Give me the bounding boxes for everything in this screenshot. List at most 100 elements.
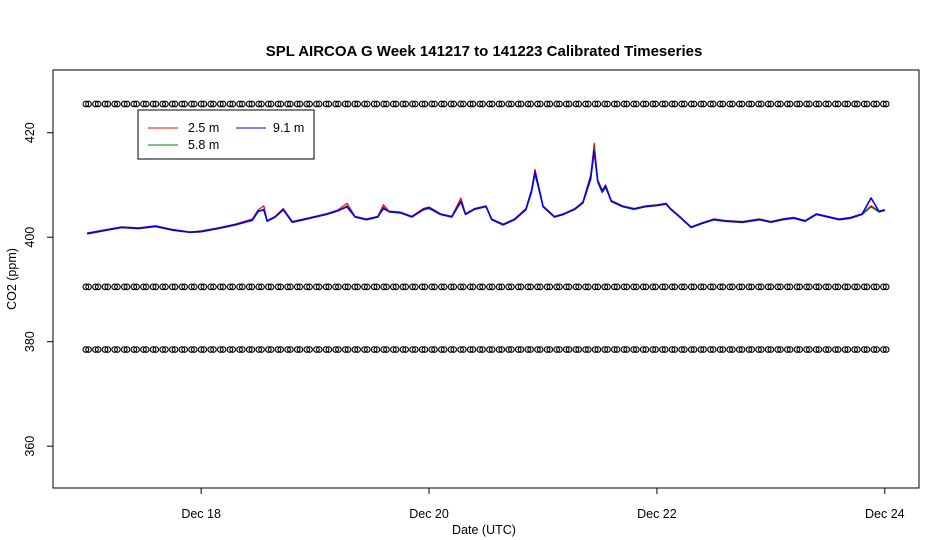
calibration-marker: [313, 100, 320, 108]
calibration-marker: [488, 283, 496, 291]
calibration-marker: [370, 346, 378, 353]
calibration-marker: [565, 346, 573, 353]
calibration-marker: [133, 283, 140, 291]
calibration-marker: [392, 283, 400, 291]
calibration-marker: [707, 346, 714, 353]
calibration-marker: [219, 283, 227, 291]
calibration-marker: [719, 346, 727, 353]
calibration-marker: [104, 346, 112, 353]
calibration-marker: [556, 346, 563, 353]
calibration-marker: [880, 283, 887, 291]
calibration-marker: [133, 346, 140, 353]
calibration-marker: [296, 100, 304, 108]
calibration-marker: [217, 100, 224, 108]
calibration-marker: [303, 100, 311, 108]
calibration-marker: [870, 346, 878, 353]
legend-label-2-5m: 2.5 m: [188, 121, 219, 135]
calibration-marker: [498, 283, 506, 291]
calibration-marker: [171, 100, 179, 108]
calibration-marker: [632, 100, 640, 108]
calibration-marker: [553, 100, 561, 108]
calibration-marker: [815, 346, 823, 353]
calibration-marker: [774, 346, 782, 353]
calibration-marker: [142, 100, 150, 108]
calibration-marker: [171, 283, 179, 291]
calibration-marker: [380, 283, 388, 291]
calibration-marker: [534, 100, 541, 108]
calibration-marker: [767, 100, 775, 108]
legend-label-5-8m: 5.8 m: [188, 138, 219, 152]
calibration-marker: [508, 283, 515, 291]
calibration-marker: [457, 283, 464, 291]
calibration-marker: [668, 346, 676, 353]
calibration-marker: [745, 346, 753, 353]
calibration-marker: [659, 346, 666, 353]
calibration-marker: [709, 283, 717, 291]
calibration-marker: [238, 283, 246, 291]
calibration-marker: [447, 346, 455, 353]
calibration-marker: [498, 100, 506, 108]
calibration-marker: [361, 346, 368, 353]
calibration-marker: [671, 346, 679, 353]
calibration-marker: [363, 100, 371, 108]
calibration-marker: [671, 100, 679, 108]
calibration-marker: [315, 346, 323, 353]
calibration-marker: [719, 100, 727, 108]
calibration-marker: [325, 283, 333, 291]
calibration-marker: [777, 283, 784, 291]
calibration-marker: [873, 100, 880, 108]
calibration-marker: [572, 100, 580, 108]
calibration-marker: [94, 346, 102, 353]
calibration-marker: [632, 346, 640, 353]
calibration-marker: [392, 346, 400, 353]
calibration-marker: [834, 346, 842, 353]
calibration-marker: [777, 100, 784, 108]
y-tick-label: 360: [23, 436, 37, 457]
calibration-marker: [92, 283, 99, 291]
calibration-marker: [466, 100, 474, 108]
calibration-marker: [649, 346, 657, 353]
calibration-marker: [344, 346, 352, 353]
calibration-marker: [245, 346, 253, 353]
calibration-marker: [681, 100, 688, 108]
calibration-marker: [735, 346, 743, 353]
calibration-marker: [659, 283, 666, 291]
calibration-marker: [659, 100, 666, 108]
calibration-marker: [207, 346, 215, 353]
calibration-marker: [82, 346, 90, 353]
x-axis: Dec 18 Dec 20 Dec 22 Dec 24: [181, 488, 905, 521]
calibration-marker: [716, 346, 724, 353]
calibration-marker: [707, 100, 714, 108]
calibration-marker: [207, 100, 215, 108]
calibration-marker: [114, 283, 121, 291]
calibration-marker: [140, 283, 147, 291]
calibration-marker: [370, 100, 378, 108]
calibration-marker: [726, 283, 734, 291]
calibration-marker: [479, 283, 486, 291]
calibration-marker: [738, 100, 746, 108]
calibration-marker: [162, 283, 169, 291]
calibration-marker: [123, 283, 131, 291]
calibration-marker: [123, 100, 131, 108]
calibration-marker: [697, 346, 705, 353]
calibration-marker: [363, 346, 371, 353]
calibration-marker: [601, 100, 609, 108]
calibration-marker: [188, 283, 195, 291]
calibration-marker: [383, 346, 390, 353]
calibration-marker: [296, 283, 304, 291]
calibration-marker: [546, 346, 554, 353]
calibration-marker: [111, 100, 118, 108]
calibration-marker: [486, 346, 493, 353]
calibration-marker: [735, 100, 743, 108]
calibration-marker: [245, 100, 253, 108]
calibration-marker: [498, 346, 506, 353]
calibration-marker: [880, 100, 887, 108]
calibration-marker: [796, 346, 804, 353]
calibration-marker: [604, 346, 611, 353]
calibration-marker: [265, 346, 272, 353]
calibration-marker: [383, 283, 390, 291]
calibration-marker: [421, 283, 429, 291]
calibration-marker: [822, 100, 830, 108]
calibration-marker: [803, 346, 810, 353]
calibration-marker: [438, 283, 445, 291]
